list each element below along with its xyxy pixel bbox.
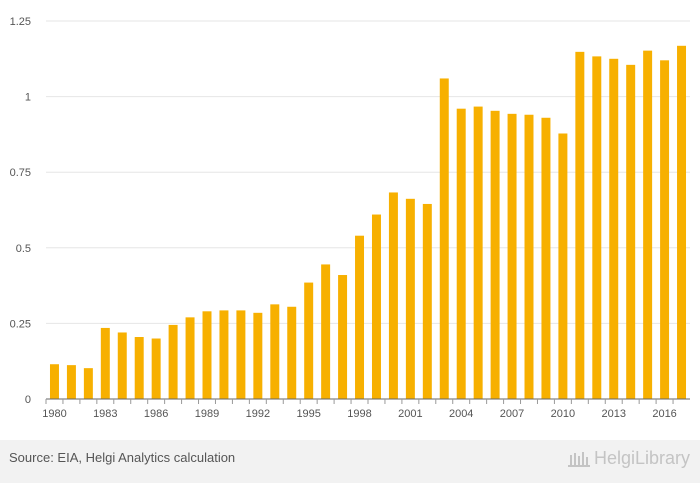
x-tick-label: 1989: [195, 408, 219, 420]
bar-2012[interactable]: [592, 56, 602, 399]
x-axis: [45, 398, 690, 404]
bar-1992[interactable]: [253, 312, 263, 399]
y-tick-label: 0.75: [10, 167, 31, 179]
x-tick-label: 1992: [246, 408, 270, 420]
x-tick-label: 1998: [347, 408, 371, 420]
bar-1996[interactable]: [321, 264, 331, 399]
bar-2005[interactable]: [473, 106, 483, 400]
x-tick-label: 2010: [551, 408, 575, 420]
bar-2000[interactable]: [388, 192, 398, 399]
x-tick-label: 2001: [398, 408, 422, 420]
y-tick-label: 0.25: [10, 318, 31, 330]
x-tick-label: 2004: [449, 408, 473, 420]
bar-1989[interactable]: [202, 311, 212, 399]
x-tick-label: 2007: [500, 408, 524, 420]
library-columns-icon: [567, 451, 590, 467]
y-axis-tick-labels: 0 0.25 0.5 0.75 1 1.25: [10, 16, 31, 406]
bar-2016[interactable]: [660, 60, 670, 399]
bars: [49, 45, 687, 400]
bar-2003[interactable]: [439, 78, 449, 400]
x-tick-label: 1980: [42, 408, 66, 420]
bar-1980[interactable]: [49, 364, 59, 399]
brand-logo[interactable]: HelgiLibrary: [567, 448, 690, 469]
y-tick-label: 1.25: [10, 16, 31, 28]
y-tick-label: 0.5: [16, 243, 31, 255]
bar-2014[interactable]: [626, 64, 636, 400]
bar-1984[interactable]: [117, 332, 127, 399]
bar-1994[interactable]: [287, 306, 297, 399]
y-tick-label: 1: [25, 92, 31, 104]
bar-1997[interactable]: [338, 275, 348, 399]
bar-1995[interactable]: [304, 282, 314, 399]
x-axis-tick-labels: 1980 1983 1986 1989 1992 1995 1998 2001 2004 2007…: [42, 408, 677, 420]
brand-name: HelgiLibrary: [593, 448, 690, 468]
bar-1993[interactable]: [270, 304, 280, 399]
bar-2017[interactable]: [677, 45, 687, 399]
bar-2008[interactable]: [524, 114, 534, 399]
bar-2006[interactable]: [490, 110, 500, 399]
bar-1986[interactable]: [151, 338, 161, 399]
x-tick-label: 1983: [93, 408, 117, 420]
x-tick-label: 2013: [601, 408, 625, 420]
x-tick-label: 2016: [652, 408, 676, 420]
bar-2007[interactable]: [507, 113, 517, 400]
bar-2002[interactable]: [422, 203, 432, 399]
bar-2001[interactable]: [405, 198, 415, 399]
bar-2011[interactable]: [575, 51, 585, 400]
source-note: Source: EIA, Helgi Analytics calculation: [9, 450, 236, 465]
bar-1999[interactable]: [371, 214, 381, 399]
bar-1982[interactable]: [83, 368, 93, 399]
bar-1991[interactable]: [236, 310, 246, 399]
bar-1981[interactable]: [66, 365, 76, 399]
x-tick-label: 1995: [296, 408, 320, 420]
bar-1983[interactable]: [100, 327, 110, 399]
bar-2015[interactable]: [643, 50, 653, 400]
bar-1987[interactable]: [168, 324, 178, 399]
bar-2009[interactable]: [541, 117, 551, 399]
chart-area: 0 0.25 0.5 0.75 1 1.25 1980 1983 1986 1989 1992 19…: [10, 16, 690, 420]
bar-1998[interactable]: [355, 235, 365, 399]
bar-2004[interactable]: [456, 108, 466, 400]
x-tick-label: 1986: [144, 408, 168, 420]
bar-2013[interactable]: [609, 58, 619, 400]
bar-2010[interactable]: [558, 133, 568, 399]
footer: Source: EIA, Helgi Analytics calculation…: [0, 440, 700, 483]
bar-1985[interactable]: [134, 337, 144, 399]
bar-1988[interactable]: [185, 317, 195, 399]
y-tick-label: 0: [25, 394, 31, 406]
bar-1990[interactable]: [219, 310, 229, 399]
